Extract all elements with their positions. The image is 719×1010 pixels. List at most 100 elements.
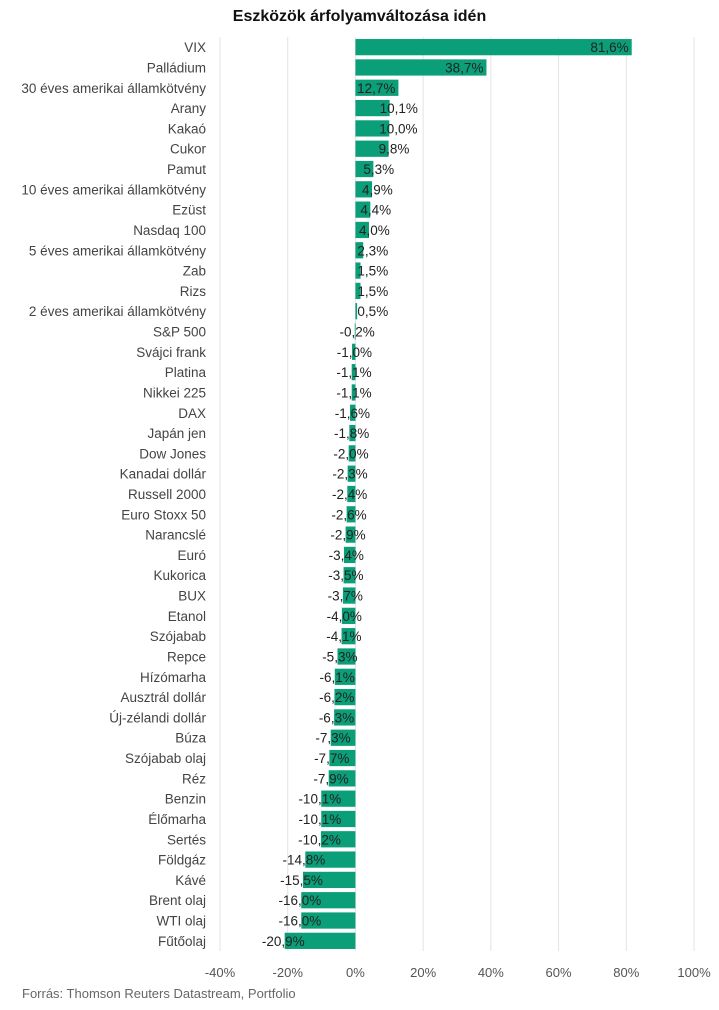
data-label: -4,1% [326,629,361,644]
data-label: 1,5% [357,284,388,299]
bar [334,688,356,706]
chart-title: Eszközök árfolyamváltozása idén [232,8,487,25]
data-label: -1,0% [337,345,372,360]
bar [354,323,356,340]
category-label: Etanol [168,609,206,624]
bar [341,628,356,645]
data-label: -15,5% [280,873,323,888]
bar [305,851,356,868]
category-label: Földgáz [158,853,206,868]
x-tick-label: 0% [346,965,365,980]
data-label: 5,3% [363,162,394,177]
bar [329,749,356,767]
category-label: Nikkei 225 [143,385,206,400]
category-label: Arany [171,101,207,116]
data-label: 4,0% [359,223,390,238]
x-tick-label: 20% [410,965,436,980]
data-label: -16,0% [278,914,321,929]
category-label: Sertés [167,832,206,847]
bar [355,181,373,198]
category-label: Euró [177,548,206,563]
bar [284,932,356,949]
source-note: Forrás: Thomson Reuters Datastream, Port… [22,986,296,1001]
data-label: 4,4% [360,203,391,218]
bar [355,99,390,117]
category-label: Russell 2000 [128,487,206,502]
category-label: Narancslé [145,528,206,543]
bar [355,79,399,96]
bar [355,282,361,300]
bar [355,221,369,239]
data-label: -3,7% [328,589,363,604]
category-label: WTI olaj [156,914,206,929]
bar [352,343,356,360]
bar [341,607,356,624]
category-label: Szójabab olaj [125,751,206,766]
data-label: -5,3% [322,649,357,664]
category-label: Brent olaj [149,893,206,908]
bar [301,892,356,909]
bar [347,465,356,482]
category-label: BUX [178,589,206,604]
category-label: Kakaó [168,121,206,136]
x-tick-label: 100% [677,965,711,980]
data-label: -7,7% [314,751,349,766]
x-tick-label: -40% [205,965,236,980]
category-label: Pamut [167,162,206,177]
category-label: Zab [183,264,206,279]
data-label: 10,0% [379,121,417,136]
bar [343,567,356,584]
category-label: S&P 500 [153,325,206,340]
bar [343,546,356,564]
category-label: 10 éves amerikai államkötvény [21,182,206,197]
category-label: Kukorica [153,568,206,583]
bar [355,201,371,218]
data-label: -7,9% [313,771,348,786]
x-tick-label: 80% [613,965,639,980]
data-label: -16,0% [278,893,321,908]
data-label: -14,8% [283,853,326,868]
bar [328,770,356,787]
x-tick-label: 60% [546,965,572,980]
bar [355,120,390,137]
bar [334,668,356,685]
category-label: Hízómarha [140,670,207,685]
data-label: 12,7% [357,81,395,96]
bar [351,384,356,401]
bar [320,831,356,848]
category-label: Cukor [170,142,207,157]
category-label: Szójabab [150,629,206,644]
bar [334,709,356,726]
data-label: -0,2% [339,325,374,340]
data-label: -2,3% [332,467,367,482]
bar [321,790,356,807]
category-label: Búza [175,731,206,746]
data-label: 2,3% [357,243,388,258]
bar [349,424,356,442]
category-label: 30 éves amerikai államkötvény [21,81,206,96]
category-label: Élőmarha [148,812,206,827]
data-label: 9,8% [379,142,410,157]
data-label: -10,1% [298,812,341,827]
category-label: Svájci frank [136,345,206,360]
data-label: -7,3% [315,731,350,746]
data-label: -10,2% [298,832,341,847]
category-label: 5 éves amerikai államkötvény [29,243,206,258]
bar [355,242,364,259]
data-label: -3,4% [329,548,364,563]
category-label: Kávé [175,873,206,888]
category-label: Benzin [165,792,206,807]
data-label: -1,8% [334,426,369,441]
data-label: -6,3% [319,710,354,725]
x-axis-tick-labels: -40% -20% 0% 20% 40% 60% 80% 100% [205,965,711,980]
data-label: 4,9% [362,182,393,197]
data-label: 1,5% [357,264,388,279]
bar [330,729,356,746]
data-label: -20,9% [262,934,305,949]
bar [337,648,356,665]
category-label: VIX [184,40,206,55]
bar [351,364,356,381]
category-label: Dow Jones [139,446,206,461]
bar [355,39,632,56]
